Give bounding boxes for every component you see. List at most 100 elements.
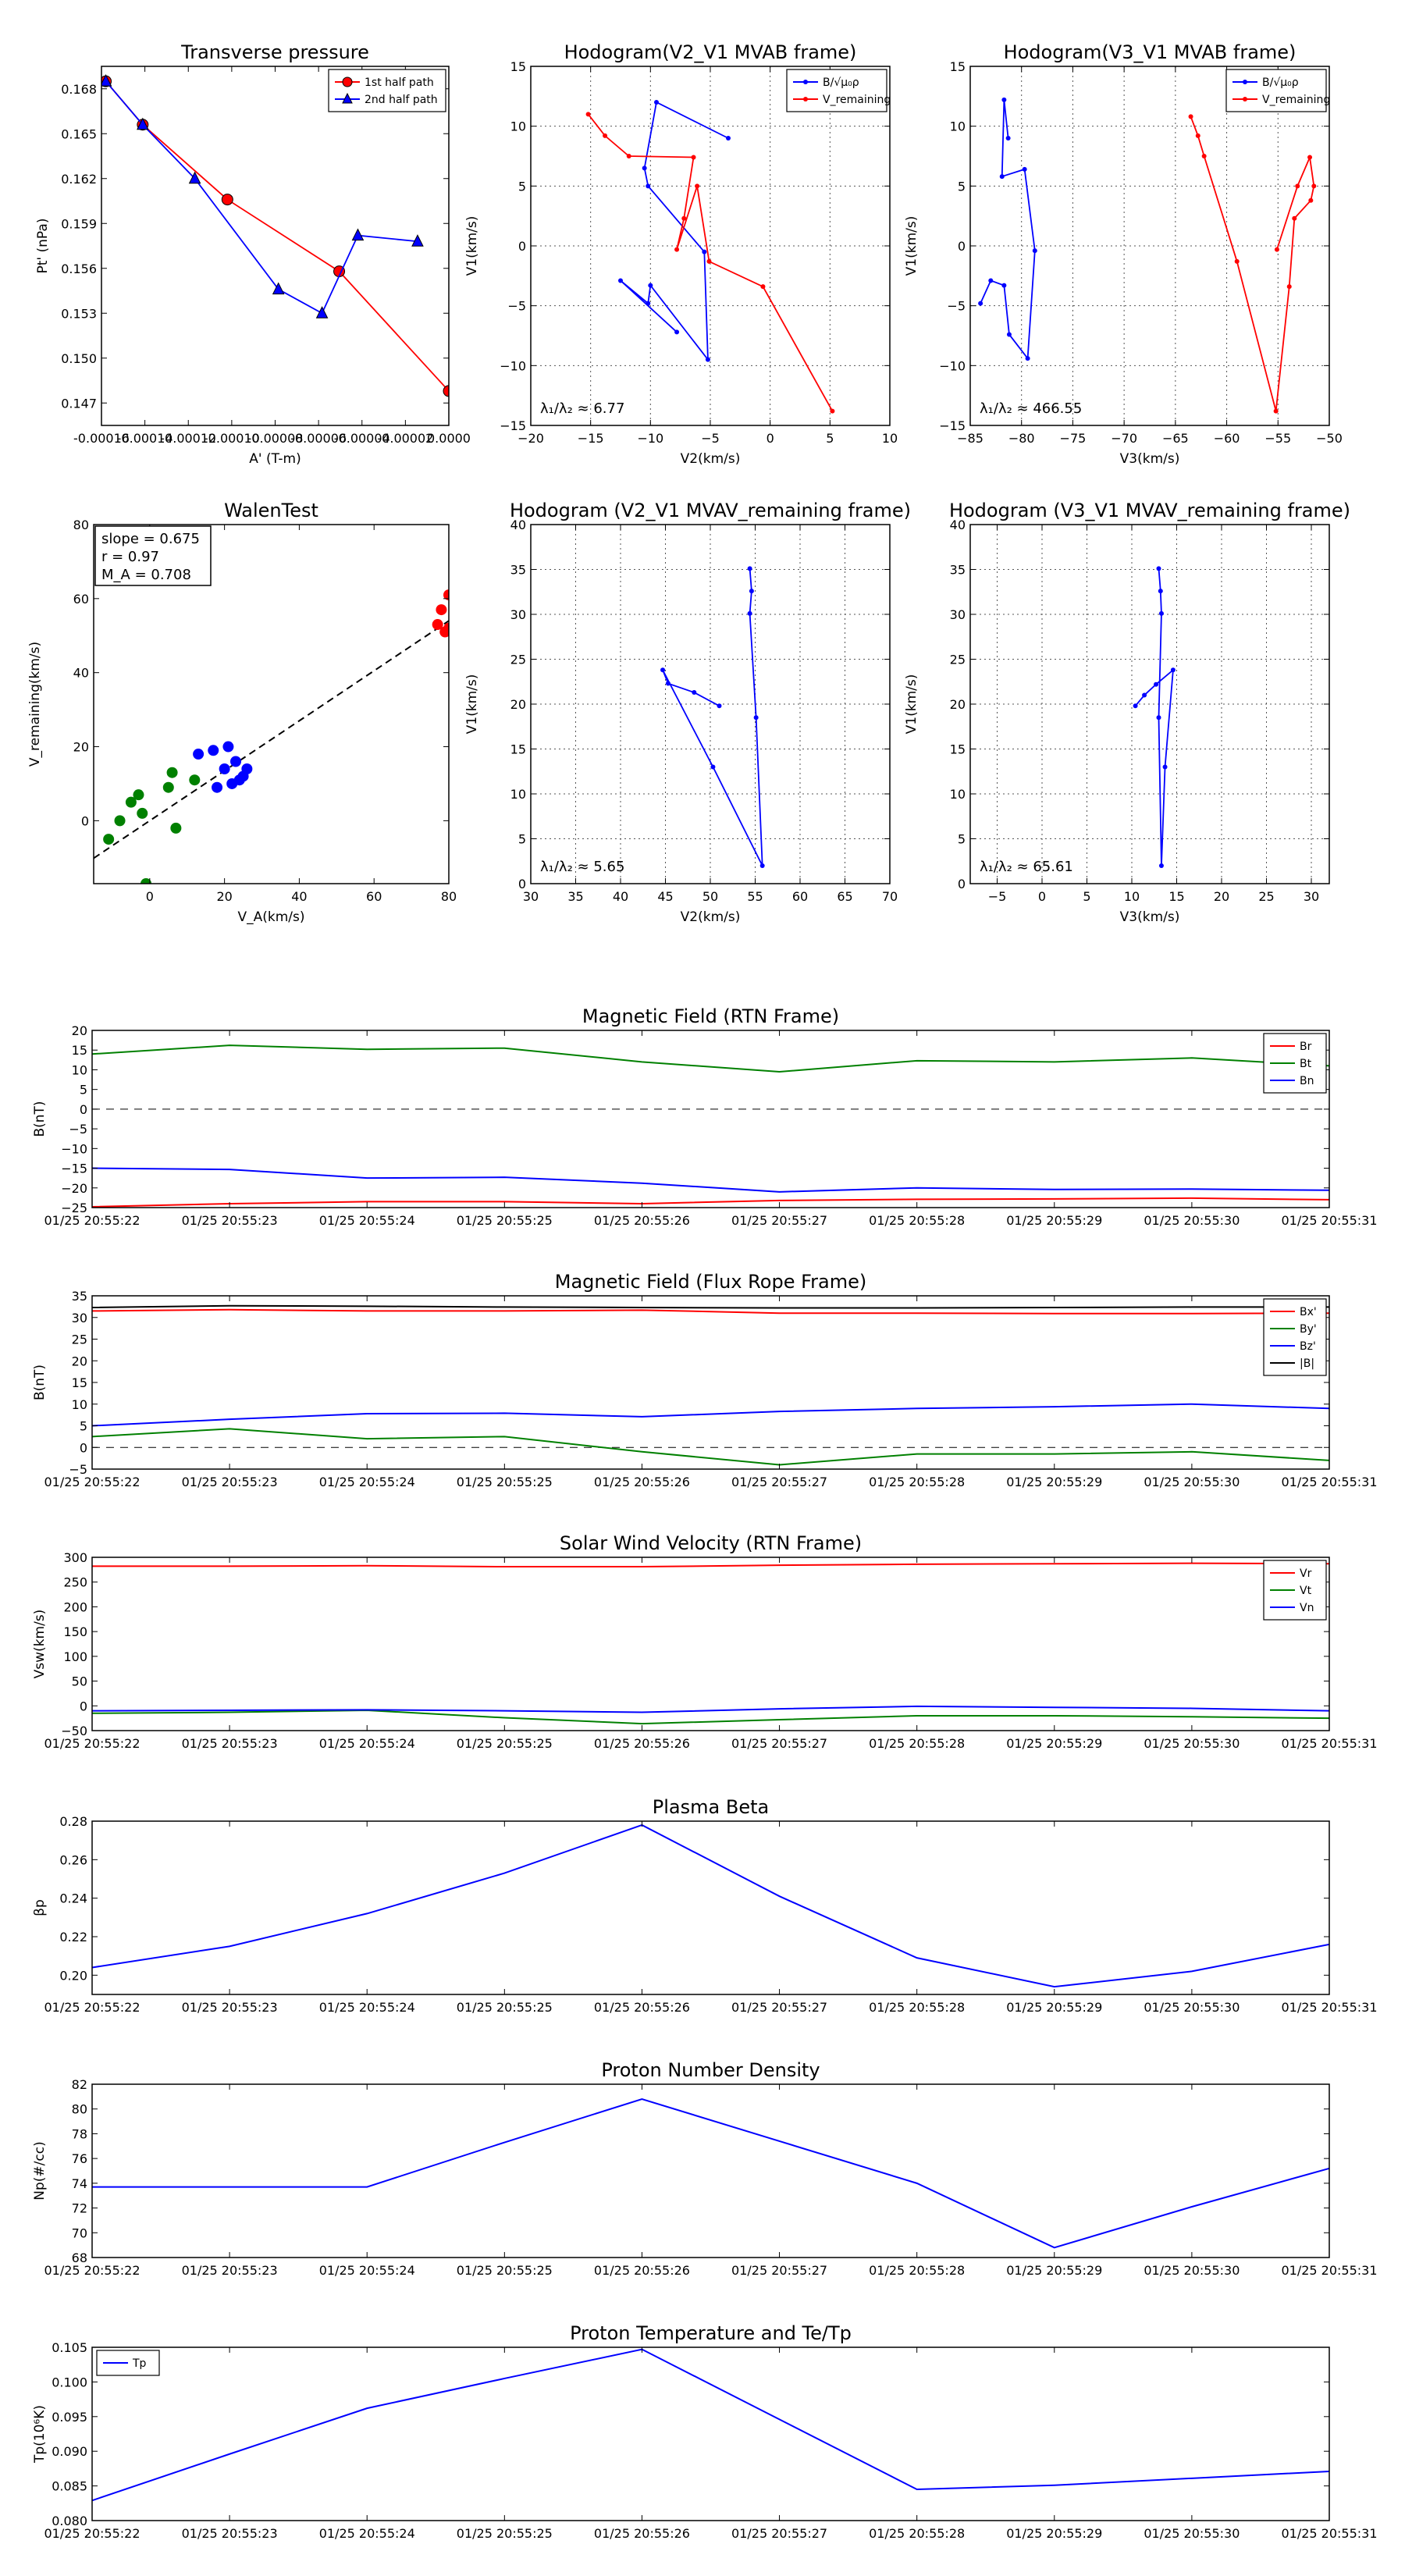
x-axis-label: V3(km/s): [1120, 909, 1180, 925]
series-line-vn: [92, 1705, 1329, 1713]
y-tick-label: 0.168: [61, 82, 97, 97]
y-tick-label: 250: [63, 1575, 87, 1590]
data-point: [272, 282, 285, 295]
eigenvalue-ratio-label: λ₁/λ₂ ≈ 6.77: [540, 400, 624, 417]
data-point: [665, 681, 670, 686]
x-tick-label: 01/25 20:55:31: [1281, 2263, 1377, 2278]
stats-line: M_A = 0.708: [101, 567, 191, 583]
series-blue: [193, 741, 253, 793]
data-point: [1274, 247, 1279, 252]
x-tick-label: 01/25 20:55:27: [731, 2526, 827, 2541]
x-tick-label: 01/25 20:55:24: [319, 1475, 415, 1489]
data-point: [585, 112, 591, 117]
y-tick-label: 0: [80, 1699, 87, 1713]
data-point: [351, 228, 365, 241]
data-point: [166, 767, 178, 778]
data-layer: [92, 1304, 1329, 1466]
data-point: [642, 165, 647, 171]
x-tick-label: 30: [523, 889, 539, 904]
series-vt: [92, 1709, 1329, 1725]
data-point: [999, 174, 1005, 180]
y-tick-label: 0.105: [52, 2340, 87, 2355]
x-tick-label: 01/25 20:55:23: [182, 2526, 278, 2541]
data-point: [237, 770, 249, 782]
series-np: [92, 2097, 1329, 2249]
x-tick-label: −60: [1214, 431, 1240, 446]
data-point: [137, 807, 148, 819]
y-tick-label: 0: [81, 813, 89, 828]
x-tick-label: 40: [291, 889, 307, 904]
data-layer: [92, 2097, 1329, 2249]
y-tick-label: 10: [72, 1062, 87, 1077]
x-tick-label: -0.00008: [247, 431, 304, 446]
data-point: [702, 249, 707, 254]
legend-label: V_remaining: [1262, 94, 1330, 106]
data-point: [646, 183, 651, 189]
series-red: [432, 589, 449, 638]
x-tick-label: 01/25 20:55:27: [731, 2000, 827, 2015]
legend: B/√μ₀ρ V_remaining: [1225, 69, 1330, 112]
series-v: [1133, 566, 1176, 868]
data-point: [114, 815, 126, 827]
y-tick-label: 0.080: [52, 2514, 87, 2528]
x-tick-label: 01/25 20:55:23: [182, 1213, 278, 1228]
hodogram-v2-v1-mvab-chart: −20 −15 −10 −5 0 5 10−15−10−5051015V2(km/s)V1(…: [464, 41, 898, 467]
data-point: [1142, 692, 1147, 698]
data-point: [695, 183, 700, 189]
x-tick-label: 01/25 20:55:25: [457, 1736, 553, 1751]
y-tick-label: 0.28: [59, 1814, 87, 1829]
y-tick-label: 150: [63, 1624, 87, 1639]
y-tick-label: 25: [72, 1332, 87, 1347]
y-axis-label: V1(km/s): [464, 674, 480, 735]
x-tick-label: 01/25 20:55:22: [44, 1475, 140, 1489]
y-tick-label: 30: [950, 607, 966, 622]
data-point: [747, 610, 752, 616]
series-v: [660, 566, 765, 868]
series-b: [618, 100, 731, 362]
legend-label: Bn: [1300, 1075, 1314, 1087]
y-tick-label: 0: [80, 1440, 87, 1455]
series-line-v-remaining: [1190, 116, 1315, 411]
series-line-bx: [92, 1308, 1329, 1315]
legend-frame: [328, 69, 446, 112]
data-point: [212, 781, 223, 793]
y-tick-label: −5: [507, 299, 526, 314]
data-point: [674, 329, 680, 335]
stats-line: slope = 0.675: [101, 531, 200, 547]
legend-marker: [803, 80, 808, 84]
y-tick-label: 50: [72, 1674, 87, 1689]
x-tick-label: 01/25 20:55:29: [1006, 1475, 1102, 1489]
data-point: [1311, 183, 1317, 189]
eigenvalue-ratio-label: λ₁/λ₂ ≈ 65.61: [980, 859, 1073, 875]
chart-title: Proton Number Density: [601, 2059, 820, 2081]
y-tick-label: 15: [950, 59, 966, 74]
x-tick-label: 01/25 20:55:24: [319, 2263, 415, 2278]
y-axis-label: Np(#/cc): [32, 2141, 48, 2200]
series-by: [92, 1428, 1329, 1466]
y-tick-label: 15: [510, 59, 526, 74]
x-tick-label: 10: [1124, 889, 1140, 904]
y-tick-label: 60: [73, 592, 89, 607]
legend-label: Vn: [1300, 1602, 1314, 1614]
x-tick-label: 01/25 20:55:22: [44, 1736, 140, 1751]
data-point: [760, 284, 766, 290]
stats-box-frame: [94, 525, 212, 586]
x-tick-label: −50: [1316, 431, 1343, 446]
y-tick-label: 30: [510, 607, 526, 622]
y-tick-label: 0.22: [59, 1930, 87, 1944]
legend: Bx' By' Bz' |B|: [1263, 1298, 1327, 1376]
x-tick-label: 10: [882, 431, 898, 446]
x-tick-label: 01/25 20:55:31: [1281, 1475, 1377, 1489]
y-tick-label: −5: [947, 299, 966, 314]
axes-frame: [91, 1557, 1330, 1731]
data-point: [1170, 667, 1176, 673]
x-tick-label: 01/25 20:55:22: [44, 2000, 140, 2015]
data-point: [222, 741, 234, 753]
x-tick-label: 01/25 20:55:29: [1006, 2263, 1102, 2278]
x-tick-label: 55: [747, 889, 763, 904]
x-tick-label: 20: [1214, 889, 1229, 904]
chart-title: WalenTest: [224, 500, 318, 521]
y-axis-label: βp: [32, 1899, 48, 1916]
x-tick-label: 01/25 20:55:28: [869, 1475, 965, 1489]
y-tick-label: −5: [69, 1122, 87, 1137]
